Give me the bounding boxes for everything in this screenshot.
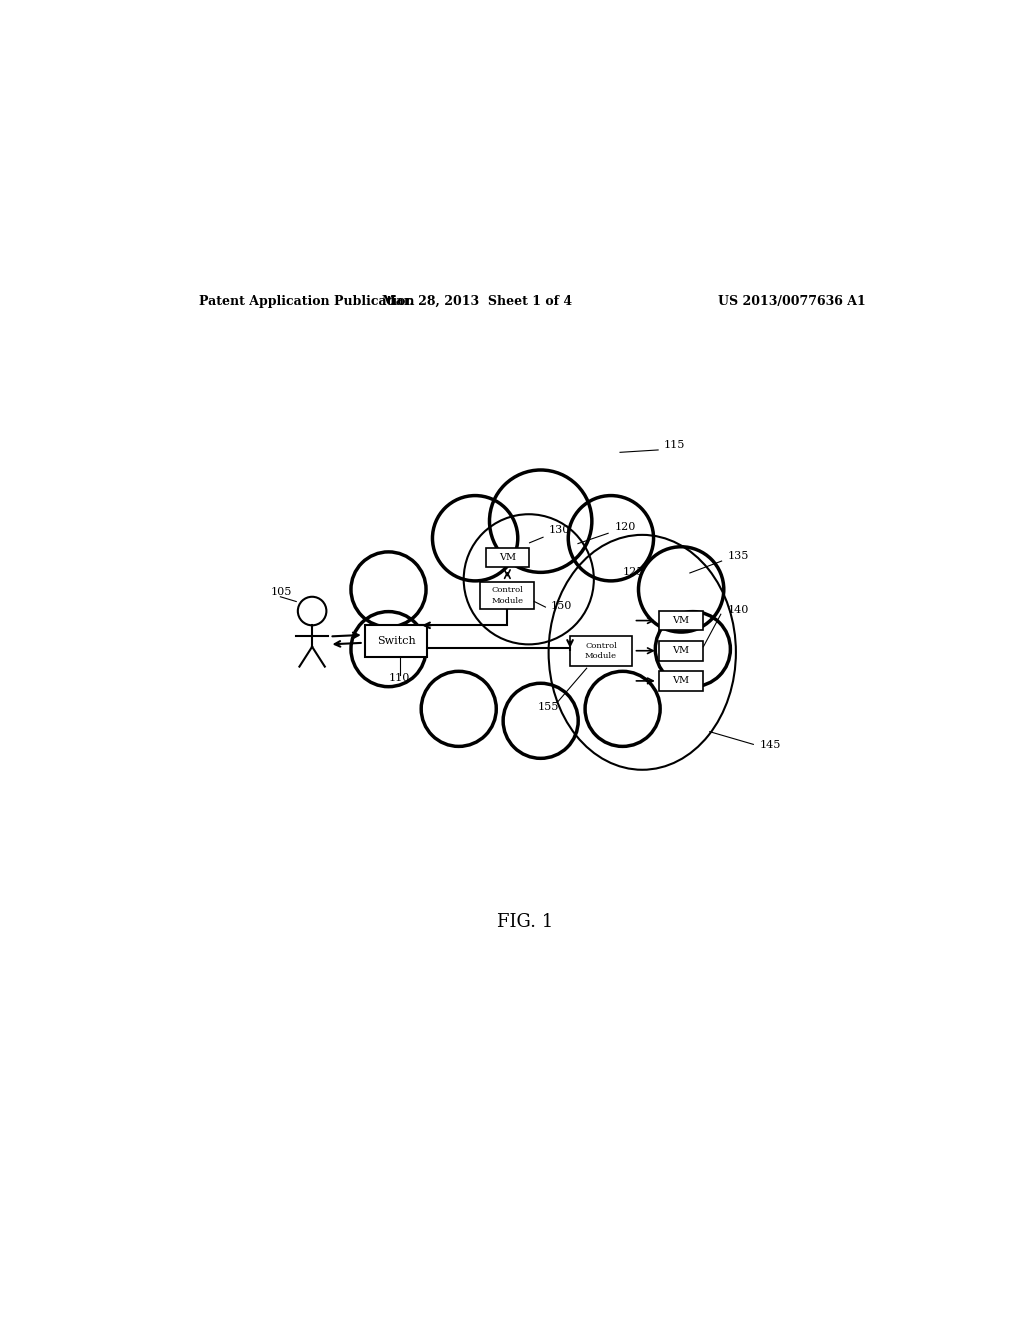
- FancyBboxPatch shape: [485, 548, 529, 566]
- FancyBboxPatch shape: [659, 611, 702, 631]
- FancyBboxPatch shape: [570, 636, 632, 665]
- Text: 115: 115: [664, 441, 685, 450]
- Text: Module: Module: [492, 597, 523, 605]
- Text: 140: 140: [727, 605, 749, 615]
- Circle shape: [351, 552, 426, 627]
- Text: 150: 150: [551, 602, 572, 611]
- Text: Switch: Switch: [377, 636, 416, 647]
- Text: Control: Control: [492, 586, 523, 594]
- Circle shape: [503, 684, 579, 759]
- Text: US 2013/0077636 A1: US 2013/0077636 A1: [718, 296, 866, 308]
- FancyBboxPatch shape: [659, 671, 702, 690]
- Text: VM: VM: [673, 676, 690, 685]
- Text: 120: 120: [614, 523, 636, 532]
- Text: Control: Control: [585, 642, 616, 649]
- Text: 145: 145: [760, 739, 781, 750]
- Circle shape: [585, 672, 660, 746]
- Text: Mar. 28, 2013  Sheet 1 of 4: Mar. 28, 2013 Sheet 1 of 4: [382, 296, 572, 308]
- Circle shape: [421, 672, 497, 746]
- Circle shape: [432, 495, 518, 581]
- Text: VM: VM: [673, 616, 690, 626]
- Text: 155: 155: [538, 702, 559, 713]
- Text: VM: VM: [673, 647, 690, 655]
- Text: FIG. 1: FIG. 1: [497, 913, 553, 931]
- Circle shape: [655, 611, 730, 686]
- Circle shape: [639, 546, 724, 632]
- Text: VM: VM: [499, 553, 516, 561]
- Text: 110: 110: [388, 673, 410, 682]
- FancyBboxPatch shape: [659, 640, 702, 660]
- Text: 130: 130: [549, 525, 570, 536]
- Text: 105: 105: [270, 587, 292, 597]
- Circle shape: [351, 611, 426, 686]
- Text: Patent Application Publication: Patent Application Publication: [200, 296, 415, 308]
- Text: Module: Module: [585, 652, 617, 660]
- FancyBboxPatch shape: [366, 626, 427, 657]
- Text: 125: 125: [623, 568, 644, 577]
- Text: 135: 135: [728, 550, 750, 561]
- FancyBboxPatch shape: [480, 582, 535, 609]
- Circle shape: [489, 470, 592, 573]
- Circle shape: [568, 495, 653, 581]
- Ellipse shape: [400, 539, 681, 692]
